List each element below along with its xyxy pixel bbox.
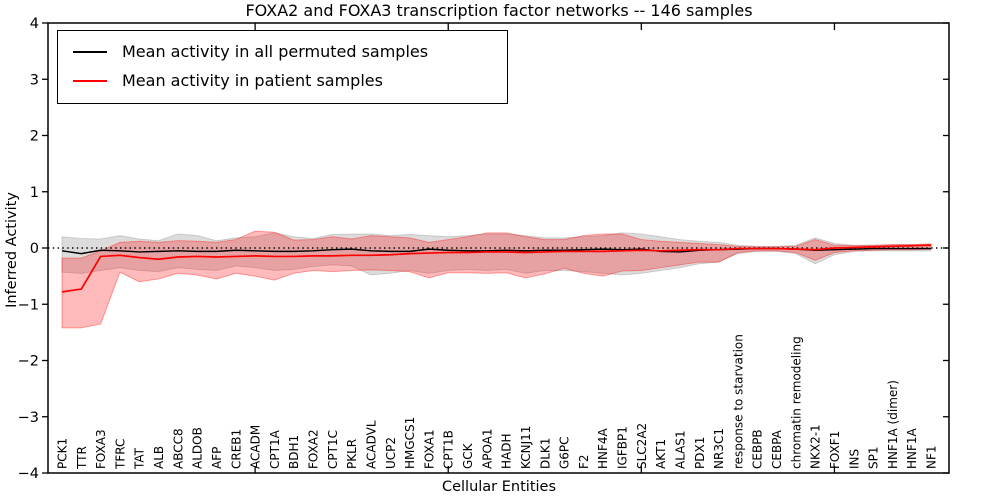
y-tick-label: −4 xyxy=(18,466,39,482)
x-category-label: FOXF1 xyxy=(828,431,842,469)
x-category-label: HNF1A (dimer) xyxy=(886,380,900,469)
x-category-label: HADH xyxy=(500,434,514,470)
legend-line-patient xyxy=(73,79,107,82)
x-category-label: UCP2 xyxy=(384,437,398,469)
y-tick-label: 4 xyxy=(30,16,39,32)
y-tick-label: 3 xyxy=(30,72,39,88)
x-category-label: NF1 xyxy=(925,445,939,469)
x-category-label: chromatin remodeling xyxy=(789,336,803,469)
y-tick-label: −2 xyxy=(18,354,39,370)
x-category-label: ACADVL xyxy=(364,420,378,469)
x-category-label: ALDOB xyxy=(191,427,205,469)
x-category-label: FOXA3 xyxy=(94,429,108,469)
y-tick-label: 1 xyxy=(30,185,39,201)
x-category-label: FOXA2 xyxy=(307,429,321,469)
x-category-label: F2 xyxy=(577,454,591,469)
y-axis-label: Inferred Activity xyxy=(4,192,20,308)
x-category-label: AFP xyxy=(210,447,224,469)
x-category-label: CPT1C xyxy=(326,430,340,469)
permuted-range-band xyxy=(61,232,932,276)
x-category-label: CPT1B xyxy=(442,430,456,469)
x-category-label: CEBPA xyxy=(770,429,784,469)
x-category-label: CEBPB xyxy=(751,429,765,469)
x-category-label: PCK1 xyxy=(56,438,70,469)
x-category-label: G6PC xyxy=(558,436,572,469)
x-category-label: HMGCS1 xyxy=(403,417,417,469)
x-category-label: ACADM xyxy=(249,425,263,469)
x-category-label: NKX2-1 xyxy=(809,424,823,469)
legend-line-permuted xyxy=(73,50,107,53)
legend-label-patient: Mean activity in patient samples xyxy=(122,71,383,90)
chart-title: FOXA2 and FOXA3 transcription factor net… xyxy=(245,1,753,20)
x-category-label: GCK xyxy=(461,442,475,469)
x-category-label: HNF1A xyxy=(905,427,919,469)
x-category-label: FOXA1 xyxy=(422,429,436,469)
x-category-labels: PCK1 TTR FOXA3 TFRC TAT ALB ABCC8 ALDOB AFP CREB1… xyxy=(56,334,939,470)
x-category-label: CREB1 xyxy=(229,429,243,469)
x-category-label: NR3C1 xyxy=(712,428,726,469)
x-category-label: ABCC8 xyxy=(171,428,185,469)
x-category-label: TFRC xyxy=(113,439,127,470)
x-category-label: AKT1 xyxy=(654,439,668,469)
x-category-label: TTR xyxy=(75,446,89,470)
x-category-label: PDX1 xyxy=(693,437,707,469)
x-category-label: TAT xyxy=(133,447,147,470)
legend: Mean activity in all permuted samples Me… xyxy=(57,30,508,104)
x-category-label: IGFBP1 xyxy=(616,426,630,469)
x-axis-label: Cellular Entities xyxy=(441,479,557,495)
patient-range-band xyxy=(61,230,932,329)
patient-mean-line xyxy=(61,244,932,293)
x-category-label: CPT1A xyxy=(268,429,282,469)
x-category-label: response to starvation xyxy=(731,334,745,469)
legend-label-permuted: Mean activity in all permuted samples xyxy=(122,42,429,61)
y-tick-label: −3 xyxy=(18,410,39,426)
x-category-label: SLC2A2 xyxy=(635,423,649,469)
x-category-label: ALAS1 xyxy=(673,430,687,469)
x-category-label: APOA1 xyxy=(480,428,494,469)
y-tick-label: −1 xyxy=(18,297,39,313)
x-category-label: HNF4A xyxy=(596,427,610,469)
x-category-label: INS xyxy=(847,449,861,469)
y-tick-label: 0 xyxy=(30,241,39,257)
x-category-label: DLK1 xyxy=(538,438,552,469)
x-category-label: SP1 xyxy=(867,447,881,470)
x-category-label: KCNJ11 xyxy=(519,426,533,469)
legend-item-permuted: Mean activity in all permuted samples xyxy=(58,37,507,66)
x-category-label: ALB xyxy=(152,446,166,469)
x-category-label: PKLR xyxy=(345,439,359,469)
y-tick-labels: 4 3 2 1 0 −1 −2 −3 −4 xyxy=(18,16,39,482)
x-category-label: BDH1 xyxy=(287,435,301,469)
y-tick-label: 2 xyxy=(30,129,39,145)
legend-item-patient: Mean activity in patient samples xyxy=(58,66,507,95)
